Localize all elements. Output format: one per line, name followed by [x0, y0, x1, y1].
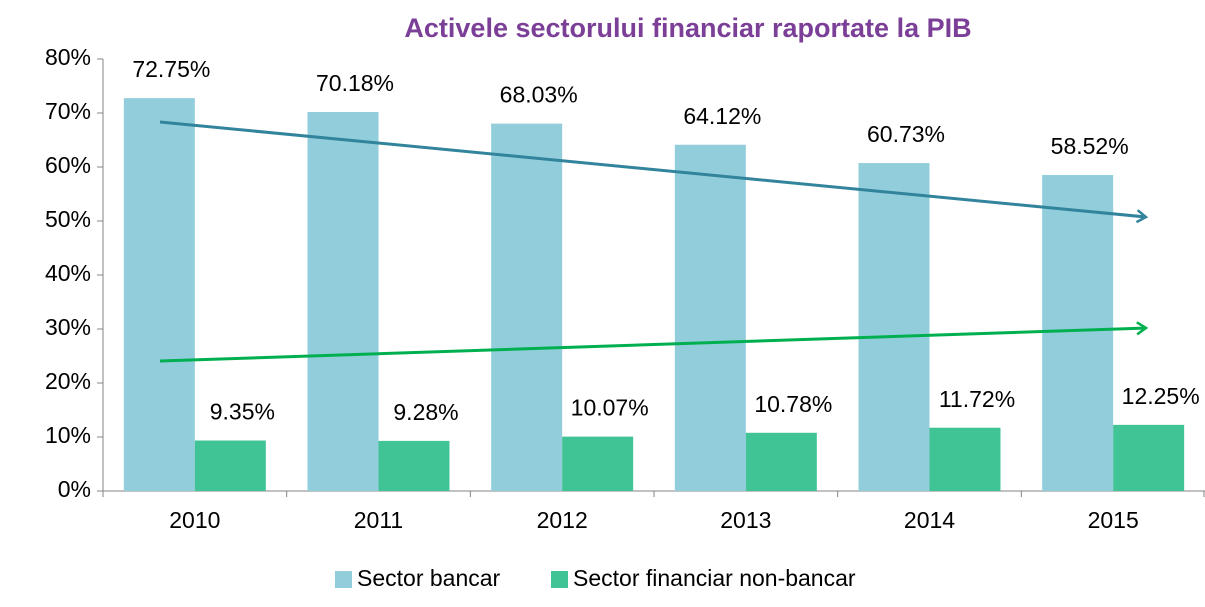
bar [674, 144, 746, 491]
x-tick-label: 2010 [169, 507, 220, 533]
data-label: 12.25% [1122, 383, 1200, 409]
legend-swatch [335, 571, 352, 588]
bar [858, 163, 930, 492]
bar [491, 123, 563, 491]
bar [378, 440, 450, 491]
trend-arrow [159, 328, 1146, 363]
legend-label: Sector bancar [357, 565, 501, 591]
y-tick-label: 20% [45, 368, 91, 394]
x-tick-label: 2011 [354, 507, 403, 533]
bar [307, 112, 379, 491]
data-label: 64.12% [683, 103, 761, 129]
data-label: 70.18% [316, 70, 394, 96]
y-tick-label: 60% [45, 152, 91, 178]
data-label: 58.52% [1051, 133, 1129, 159]
bar [929, 427, 1001, 491]
bar [562, 436, 634, 491]
y-tick-label: 0% [58, 476, 91, 502]
data-label: 72.75% [132, 56, 210, 82]
data-label: 10.07% [571, 395, 649, 421]
trend-arrow [159, 120, 1146, 217]
y-tick-label: 10% [45, 422, 91, 448]
legend-label: Sector financiar non-bancar [573, 565, 856, 591]
chart-title: Activele sectorului financiar raportate … [404, 13, 971, 43]
data-label: 60.73% [867, 121, 945, 147]
bar [123, 98, 195, 492]
x-tick-label: 2012 [537, 507, 588, 533]
x-tick-label: 2013 [720, 507, 771, 533]
data-label: 68.03% [500, 82, 578, 108]
y-tick-label: 80% [45, 44, 91, 70]
y-tick-label: 70% [45, 98, 91, 124]
y-tick-label: 40% [45, 260, 91, 286]
data-label: 11.72% [939, 386, 1015, 412]
plot: 0% 10% 20% 30% 40% 50% 60% 70% 80% 72.75% 70.18% 68… [45, 44, 1205, 591]
legend-swatch [551, 571, 568, 588]
data-label: 10.78% [754, 391, 832, 417]
y-tick-label: 30% [45, 314, 91, 340]
bar [1042, 174, 1114, 491]
x-tick-label: 2015 [1088, 507, 1139, 533]
data-label: 9.28% [393, 399, 458, 425]
data-label: 9.35% [210, 399, 275, 425]
y-tick-label: 50% [45, 206, 91, 232]
bar [194, 440, 266, 491]
bar [1113, 424, 1185, 491]
bar [745, 432, 817, 491]
x-tick-label: 2014 [904, 507, 955, 533]
